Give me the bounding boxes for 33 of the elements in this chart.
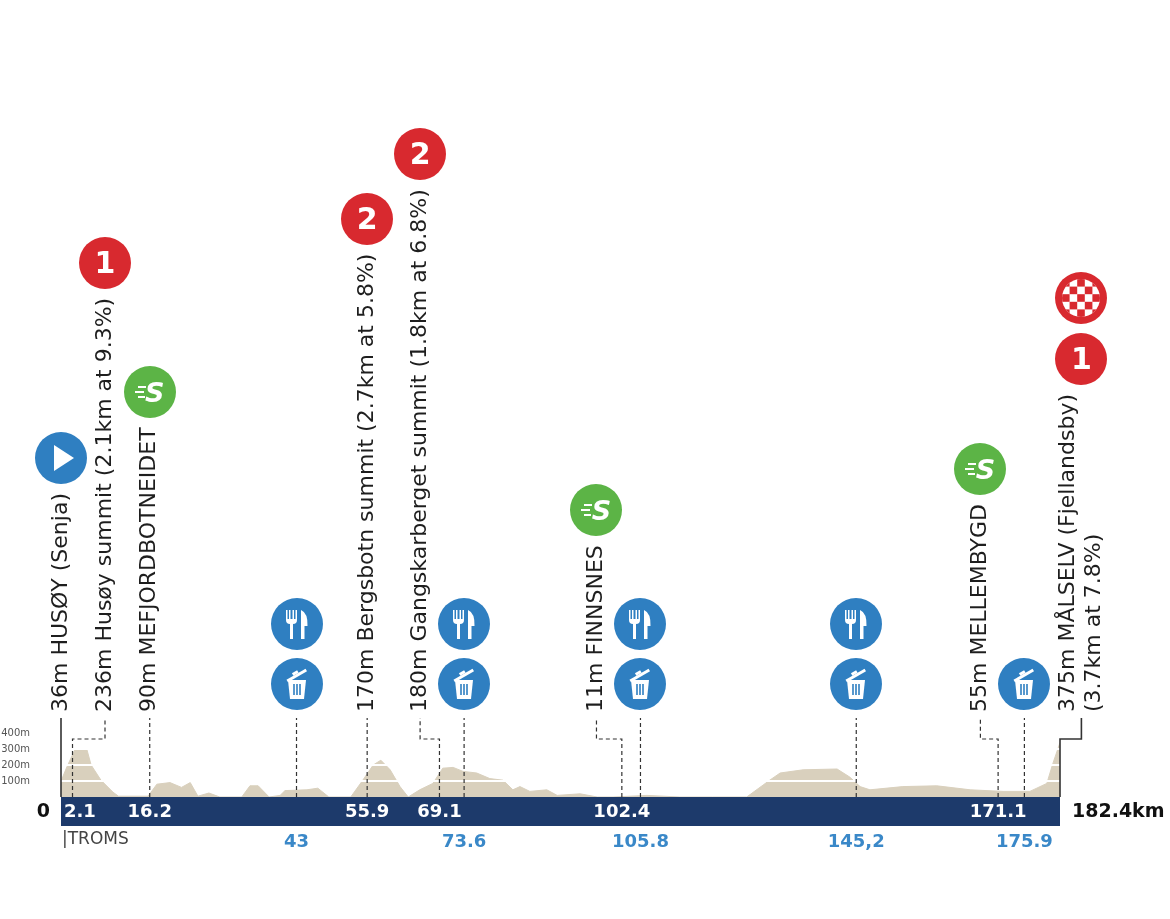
ref-line-label: 175.9 (995, 829, 1053, 851)
ref-line-label: 180m Gangskarberget summit (1.8km at 6.8%) (405, 189, 431, 712)
ref-line-label: 43 (283, 829, 310, 851)
x-tick-label: 69.1 (417, 800, 462, 822)
ref-line-label: 73.6 (441, 829, 487, 851)
text: S (591, 494, 612, 526)
text: |TROMS (62, 828, 129, 849)
text: 182.4km (1072, 799, 1165, 822)
text: 1 (94, 244, 116, 280)
x-tick-label: 2.1 (64, 800, 96, 822)
ref-line-label: 36m HUSØY (Senja) (46, 493, 72, 712)
text: S (975, 453, 996, 485)
ref-line-label: 375m MÅLSELV (Fjellandsby) (3.7km at 7.8%) (1053, 394, 1106, 712)
x-tick-label: 171.1 (969, 800, 1027, 822)
ref-line-label: 236m Husøy summit (2.1km at 9.3%) (90, 297, 116, 712)
text: 0 (36, 799, 50, 822)
ref-line-label: 55m MELLEMBYGD (966, 503, 992, 712)
y-tick-label: 400m (1, 726, 30, 738)
x-tick-label: 16.2 (127, 800, 172, 822)
y-tick-label: 200m (1, 758, 30, 770)
y-tick-label: 100m (1, 774, 30, 786)
ref-line-label: 105.8 (612, 829, 669, 851)
y-tick-label: 300m (1, 742, 30, 754)
text: 2 (356, 200, 378, 236)
text: 1 (1070, 341, 1092, 377)
ref-line-label: 90m MEFJORDBOTNEIDET (135, 426, 161, 712)
ref-line-label: 11m FINNSNES (582, 545, 608, 712)
text: S (144, 376, 165, 408)
x-tick-label: 102.4 (593, 800, 651, 822)
ref-line-label: 170m Bergsbotn summit (2.7km at 5.8%) (352, 253, 378, 712)
x-tick-label: 55.9 (344, 800, 390, 822)
text: 2 (409, 136, 431, 172)
ref-line-label: 145,2 (827, 829, 885, 851)
